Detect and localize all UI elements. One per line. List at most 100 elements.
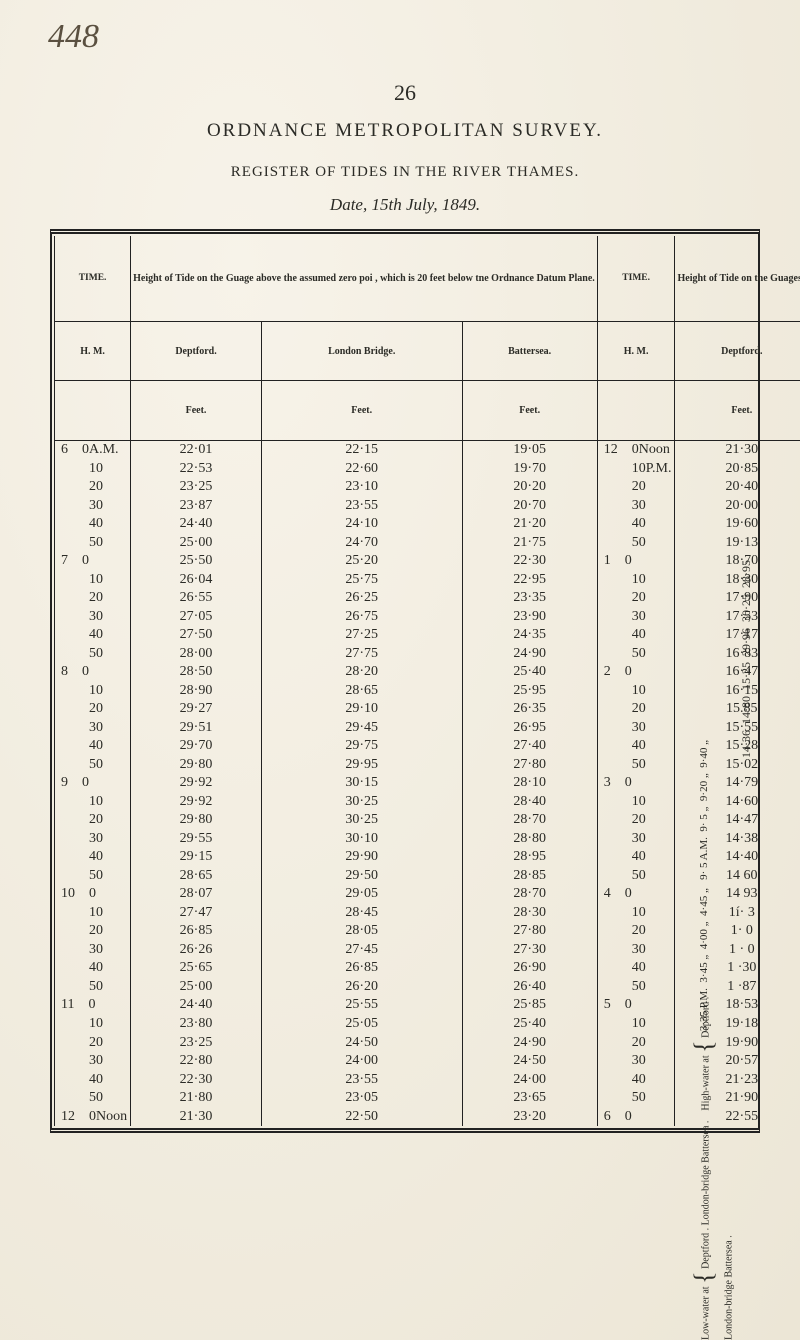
table-cell: 29·92 — [131, 793, 262, 812]
table-cell: 25·20 — [261, 552, 462, 571]
table-cell: 24·90 — [462, 1034, 597, 1053]
printed-page-number: 26 — [50, 80, 760, 106]
table-cell: 8 0 — [55, 663, 131, 682]
table-cell: 40 — [597, 515, 675, 534]
header-guage-right: Height of Tide on the Guages above the a… — [675, 236, 800, 321]
table-cell: 25·00 — [131, 534, 262, 553]
table-cell: 40 — [55, 626, 131, 645]
margin-stations-group: Low-water at { Deptford . London-bridge … — [686, 960, 756, 1340]
table-row: 3026·2627·4527·30 301 · 016·2015·50 — [55, 941, 800, 960]
table-cell: 25·50 — [131, 552, 262, 571]
table-cell: 23·35 — [462, 589, 597, 608]
table-cell: 21·30 — [675, 441, 800, 460]
table-cell: 30 — [597, 608, 675, 627]
header-hm-left: H. M. — [55, 321, 131, 381]
table-cell: 40 — [597, 737, 675, 756]
table-cell: 50 — [597, 867, 675, 886]
table-cell: 27·30 — [462, 941, 597, 960]
table-row: 6 0A.M.22·0122·1519·0512 0Noon21·3022·50… — [55, 441, 800, 460]
table-cell: 29·75 — [261, 737, 462, 756]
table-row: 8 028·5028·2025·402 016·4717·6018·85 — [55, 663, 800, 682]
table-cell: 21·30 — [131, 1108, 262, 1127]
table-cell: 29·15 — [131, 848, 262, 867]
table-cell: 10 — [597, 571, 675, 590]
table-cell: 26·04 — [131, 571, 262, 590]
table-cell: 22·80 — [131, 1052, 262, 1071]
table-cell: 21·20 — [462, 515, 597, 534]
table-row: 2029·8030·2528·70 2014·4715·3016·80 — [55, 811, 800, 830]
table-cell: 25·05 — [261, 1015, 462, 1034]
table-cell: 30 — [55, 941, 131, 960]
table-cell: 25·40 — [462, 1015, 597, 1034]
date-line: Date, 15th July, 1849. — [50, 195, 760, 215]
table-cell: 10 0 — [55, 885, 131, 904]
main-title: ORDNANCE METROPOLITAN SURVEY. — [50, 120, 760, 142]
header-london-left: London Bridge. — [261, 321, 462, 381]
table-row: 4029·1529·9028·95 4014·4014·9016·40 — [55, 848, 800, 867]
page: 448 26 ORDNANCE METROPOLITAN SURVEY. REG… — [0, 0, 800, 1340]
table-cell: 20 — [55, 700, 131, 719]
table-cell: 27·40 — [462, 737, 597, 756]
header-hm-right: H. M. — [597, 321, 675, 381]
table-cell: 19·60 — [675, 515, 800, 534]
table-row: 10 028·0729·0528·704 014 9314·8016·00 — [55, 885, 800, 904]
table-cell: 24·00 — [261, 1052, 462, 1071]
table-row: 1028·9028·6525·95 1016·1517·3018·60 — [55, 682, 800, 701]
table-row: 3029·5530·1028·80 3014·3815·1016·65 — [55, 830, 800, 849]
table-cell: 22·50 — [261, 1108, 462, 1127]
table-cell: 29·51 — [131, 719, 262, 738]
table-cell: 30·10 — [261, 830, 462, 849]
table-cell: 50 — [55, 645, 131, 664]
table-cell: 30 — [55, 1052, 131, 1071]
table-cell: 27·05 — [131, 608, 262, 627]
table-cell: 30 — [597, 719, 675, 738]
table-cell: 25·95 — [462, 682, 597, 701]
table-cell: 20 — [55, 478, 131, 497]
units-feet-4: Feet. — [675, 381, 800, 441]
table-cell: 50 — [55, 867, 131, 886]
table-cell: 26·85 — [261, 959, 462, 978]
table-cell: 28·80 — [462, 830, 597, 849]
table-cell: 26·40 — [462, 978, 597, 997]
table-cell: 12 0Noon — [55, 1108, 131, 1127]
table-cell: 50 — [597, 645, 675, 664]
table-cell: 28·00 — [131, 645, 262, 664]
table-cell: 50 — [55, 978, 131, 997]
table-cell: 40 — [597, 626, 675, 645]
table-cell: 27·80 — [462, 922, 597, 941]
table-cell: 29·27 — [131, 700, 262, 719]
table-cell: 26·90 — [462, 959, 597, 978]
table-cell: 30 — [55, 608, 131, 627]
table-cell: 20·20 — [462, 478, 597, 497]
table-cell: 29·95 — [261, 756, 462, 775]
table-cell: 24·70 — [261, 534, 462, 553]
table-cell: 30 — [597, 941, 675, 960]
table-cell: 20 — [55, 589, 131, 608]
table-row: 2026·5526·2523·35 2017·9019·2020·10 — [55, 589, 800, 608]
table-cell: 26·26 — [131, 941, 262, 960]
table-cell: 29·05 — [261, 885, 462, 904]
table-cell: 30·25 — [261, 811, 462, 830]
table-cell: 50 — [55, 1089, 131, 1108]
table-cell: 27·50 — [131, 626, 262, 645]
table-row: 1029·9230·2528·40 1014·6015·5017·05 — [55, 793, 800, 812]
table-cell: 10 — [55, 793, 131, 812]
table-cell: 29·10 — [261, 700, 462, 719]
table-cell: 1 0 — [597, 552, 675, 571]
table-cell: 21·80 — [131, 1089, 262, 1108]
units-feet-3: Feet. — [462, 381, 597, 441]
table-cell: 26·35 — [462, 700, 597, 719]
table-cell: 28·05 — [261, 922, 462, 941]
units-blank-right — [597, 381, 675, 441]
table-cell: 29·90 — [261, 848, 462, 867]
table-cell: 24·00 — [462, 1071, 597, 1090]
table-cell: 25·85 — [462, 996, 597, 1015]
table-cell: 40 — [597, 848, 675, 867]
table-cell: 50 — [597, 978, 675, 997]
table-cell: 26·20 — [261, 978, 462, 997]
table-row: 4029·7029·7527·40 4015·2816.·17·80 — [55, 737, 800, 756]
table-cell: 20 — [597, 1034, 675, 1053]
units-blank-left — [55, 381, 131, 441]
table-cell: 19·05 — [462, 441, 597, 460]
table-cell: 20 — [55, 811, 131, 830]
